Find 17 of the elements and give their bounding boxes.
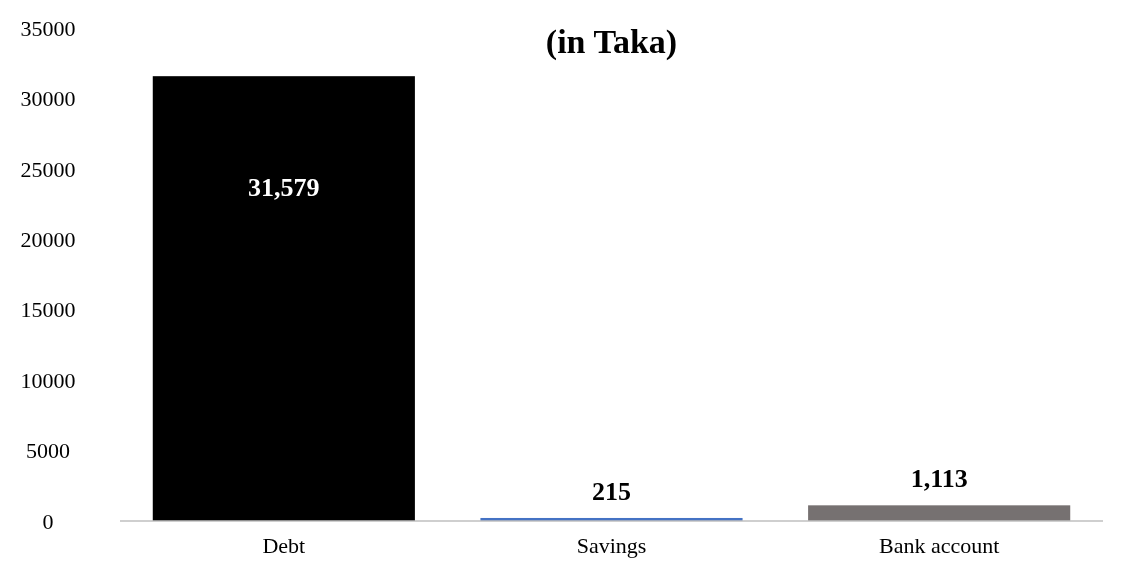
- x-tick-label: Debt: [262, 533, 306, 558]
- y-tick-label: 0: [42, 508, 54, 534]
- y-tick-label: 30000: [20, 86, 76, 112]
- y-tick-label: 5000: [26, 438, 70, 464]
- y-tick-label: 35000: [20, 15, 76, 41]
- data-label: 1,113: [910, 464, 968, 494]
- x-tick-label: Bank account: [878, 533, 1000, 558]
- y-tick-label: 15000: [20, 297, 76, 323]
- y-tick-label: 10000: [20, 367, 76, 393]
- data-label: 215: [592, 476, 631, 506]
- x-tick-label: Savings: [576, 533, 647, 558]
- bar: [152, 76, 415, 521]
- bar: [808, 505, 1071, 521]
- y-tick-label: 25000: [20, 156, 76, 182]
- chart-title: (in Taka): [545, 23, 678, 61]
- data-label: 31,579: [248, 173, 320, 203]
- y-tick-label: 20000: [20, 226, 76, 252]
